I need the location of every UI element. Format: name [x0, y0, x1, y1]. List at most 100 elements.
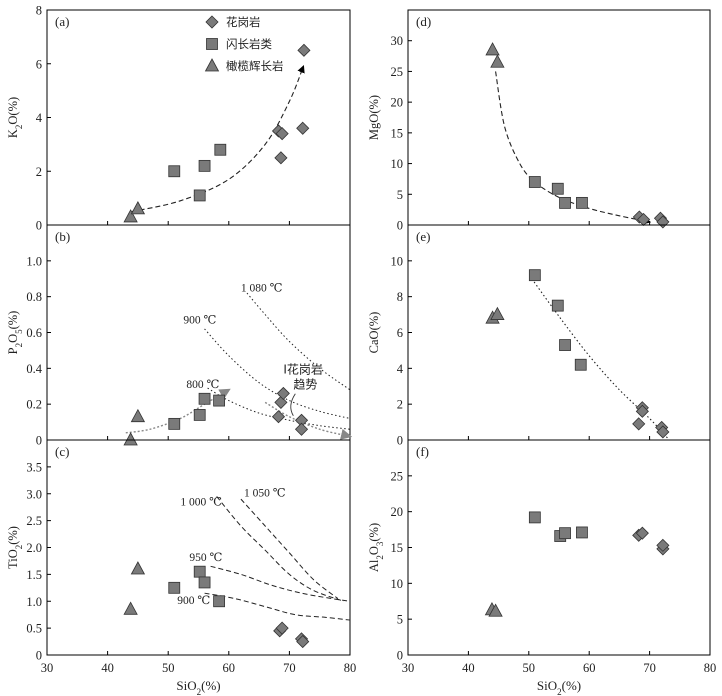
- y-tick-label: 0: [397, 649, 403, 663]
- isotherm-line: [246, 292, 351, 391]
- data-point-diorite: [198, 392, 211, 405]
- data-point-granite: [275, 127, 289, 141]
- y-tick-label: 2.0: [26, 541, 42, 555]
- data-point-granite: [296, 121, 310, 135]
- data-point-gabbro: [123, 209, 138, 223]
- isotherm-line: [204, 328, 351, 419]
- data-point-granite: [635, 526, 649, 540]
- legend-label: 花岗岩: [226, 15, 261, 29]
- data-point-granite: [632, 417, 646, 431]
- isotherm-label: 800 ℃: [186, 379, 219, 391]
- y-tick-label: 8: [397, 290, 403, 304]
- isotherm-line: [216, 496, 345, 602]
- panel-label: (a): [55, 14, 69, 29]
- panel-frame: [46, 439, 351, 656]
- y-axis-label: TiO2(%): [6, 526, 24, 569]
- data-point-diorite: [551, 182, 564, 195]
- trend-arrow: [125, 388, 231, 434]
- panel-c: (c) 0 0.5 1.0 1.5 2.0 2.5 3.0 3.5 30 40 50 60 70 80 TiO…: [6, 439, 357, 675]
- x-tick-label: 40: [462, 661, 475, 675]
- data-point-diorite: [168, 165, 181, 178]
- y-tick-label: 30: [391, 34, 404, 48]
- y-axis-label: P2O5(%): [6, 311, 24, 355]
- panel-e: (e) 0 2 4 6 8 10 CaO(%): [367, 224, 711, 448]
- y-tick-label: 3.5: [26, 460, 42, 474]
- data-point-diorite: [213, 394, 226, 407]
- y-tick-label: 2: [397, 398, 403, 412]
- x-axis-label-right: SiO2(%): [537, 678, 581, 696]
- isotherm-label: 1 080 ℃: [241, 282, 283, 294]
- y-tick-label: 5: [397, 188, 403, 202]
- panel-d: (d) 0 5 10 15 20 25 30 MgO(%): [367, 9, 711, 233]
- y-tick-label: 20: [391, 505, 404, 519]
- x-tick-label: 30: [402, 661, 415, 675]
- data-point-granite: [297, 43, 311, 57]
- isotherm-line: [240, 498, 339, 599]
- y-tick-label: 1.0: [26, 254, 42, 268]
- data-point-diorite: [193, 565, 206, 578]
- y-tick-label: 10: [391, 254, 404, 268]
- y-tick-label: 25: [391, 65, 404, 79]
- x-tick-label: 70: [283, 661, 296, 675]
- data-point-gabbro: [130, 201, 146, 215]
- data-point-diorite: [576, 526, 588, 539]
- x-tick-label: 80: [344, 661, 357, 675]
- data-point-granite: [635, 404, 649, 418]
- x-axis-label-left: SiO2(%): [176, 678, 220, 696]
- x-tick-label: 40: [101, 661, 114, 675]
- x-tick-label: 50: [523, 661, 536, 675]
- annotation-leader: [290, 393, 296, 416]
- legend-label: 橄榄辉长岩: [226, 59, 284, 73]
- y-axis-label: CaO(%): [367, 312, 381, 354]
- y-tick-label: 0.5: [26, 622, 42, 636]
- panel-f: (f) 0 5 10 15 20 25 30 40 50 60 70 80 Al2O3(%): [367, 439, 717, 675]
- y-tick-label: 0.2: [26, 398, 42, 412]
- y-tick-label: 6: [36, 57, 42, 71]
- data-point-granite: [656, 215, 670, 229]
- data-point-diorite: [214, 143, 227, 156]
- y-tick-label: 6: [397, 326, 403, 340]
- data-point-diorite: [576, 196, 588, 209]
- data-point-granite: [271, 410, 286, 424]
- y-axis-label: K2O(%): [6, 97, 24, 138]
- y-tick-label: 0: [36, 219, 42, 233]
- y-tick-label: 1.0: [26, 595, 42, 609]
- trend-annotation: I花岗岩: [283, 362, 323, 377]
- x-tick-label: 80: [704, 661, 717, 675]
- data-point-diorite: [528, 269, 541, 282]
- data-point-diorite: [551, 299, 564, 312]
- x-tick-label: 60: [223, 661, 236, 675]
- panel-label: (e): [416, 229, 430, 244]
- plot-layer: (a)02468K2O(%)花岗岩闪长岩类橄榄辉长岩(d)05101520253…: [6, 4, 716, 696]
- y-tick-label: 3.0: [26, 487, 42, 501]
- data-point-gabbro: [123, 601, 138, 615]
- isotherm-label: 900 ℃: [183, 315, 216, 327]
- isotherm-line: [210, 565, 351, 602]
- y-tick-label: 2: [36, 165, 42, 179]
- data-point-granite: [656, 538, 670, 552]
- data-point-diorite: [198, 576, 211, 589]
- y-axis-label: MgO(%): [367, 95, 381, 140]
- y-tick-label: 25: [391, 469, 404, 483]
- legend-marker-granite: [205, 15, 219, 29]
- y-tick-label: 0: [397, 434, 403, 448]
- data-point-granite: [274, 151, 288, 165]
- data-point-diorite: [559, 527, 571, 540]
- y-tick-label: 15: [391, 126, 404, 140]
- data-point-gabbro: [130, 408, 146, 423]
- data-point-granite: [275, 621, 289, 635]
- y-tick-label: 8: [36, 4, 42, 18]
- isotherm-label: 1 000 ℃: [180, 497, 222, 509]
- panel-label: (b): [55, 229, 70, 244]
- trend-line: [495, 71, 652, 225]
- data-point-gabbro: [490, 54, 505, 68]
- legend-label: 闪长岩类: [226, 37, 272, 51]
- y-tick-label: 0.8: [26, 290, 42, 304]
- y-tick-label: 10: [391, 157, 404, 171]
- data-point-gabbro: [490, 306, 505, 320]
- data-point-diorite: [528, 511, 541, 524]
- x-tick-label: 70: [643, 661, 656, 675]
- x-tick-label: 30: [41, 661, 54, 675]
